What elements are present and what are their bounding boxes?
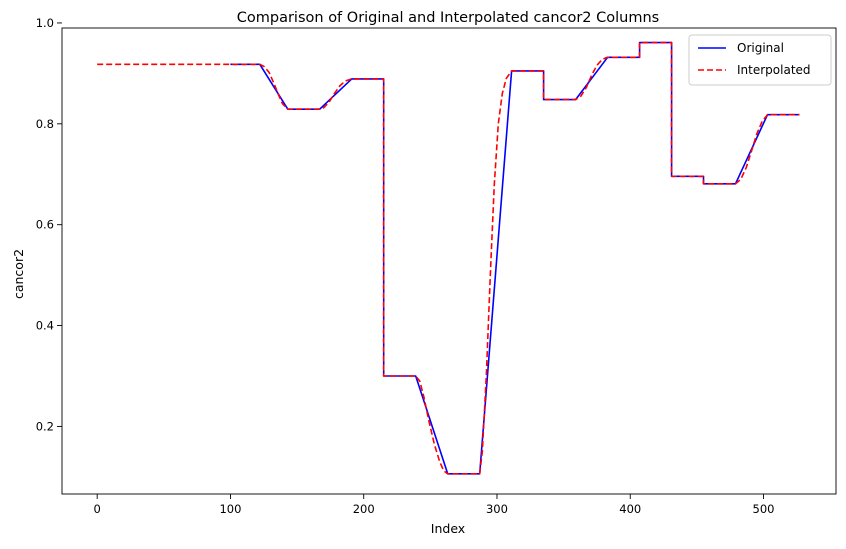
y-tick-label: 0.4 [36, 319, 54, 333]
legend: Original Interpolated [688, 34, 832, 86]
y-tick-label: 1.0 [36, 16, 54, 30]
x-tick-label: 200 [353, 502, 375, 516]
x-tick-label: 0 [94, 502, 101, 516]
series-line-interpolated [97, 41, 800, 475]
series-line-original [230, 41, 800, 475]
y-tick-label: 0.8 [36, 117, 54, 131]
x-axis-label: Index [431, 521, 465, 536]
y-axis-label: cancor2 [11, 249, 26, 299]
x-tick-label: 500 [753, 502, 775, 516]
y-tick-label: 0.2 [36, 419, 54, 433]
legend-label-interpolated: Interpolated [737, 63, 811, 77]
plot-area: 0 100 200 300 400 500 0.2 0.4 0.6 0.8 1.0 [36, 16, 837, 516]
x-tick-label: 400 [619, 502, 641, 516]
y-tick-label: 0.6 [36, 218, 54, 232]
chart-title: Comparison of Original and Interpolated … [237, 10, 659, 26]
legend-label-original: Original [737, 41, 784, 55]
x-tick-label: 300 [486, 502, 508, 516]
x-tick-label: 100 [219, 502, 241, 516]
plot-frame [61, 27, 837, 495]
